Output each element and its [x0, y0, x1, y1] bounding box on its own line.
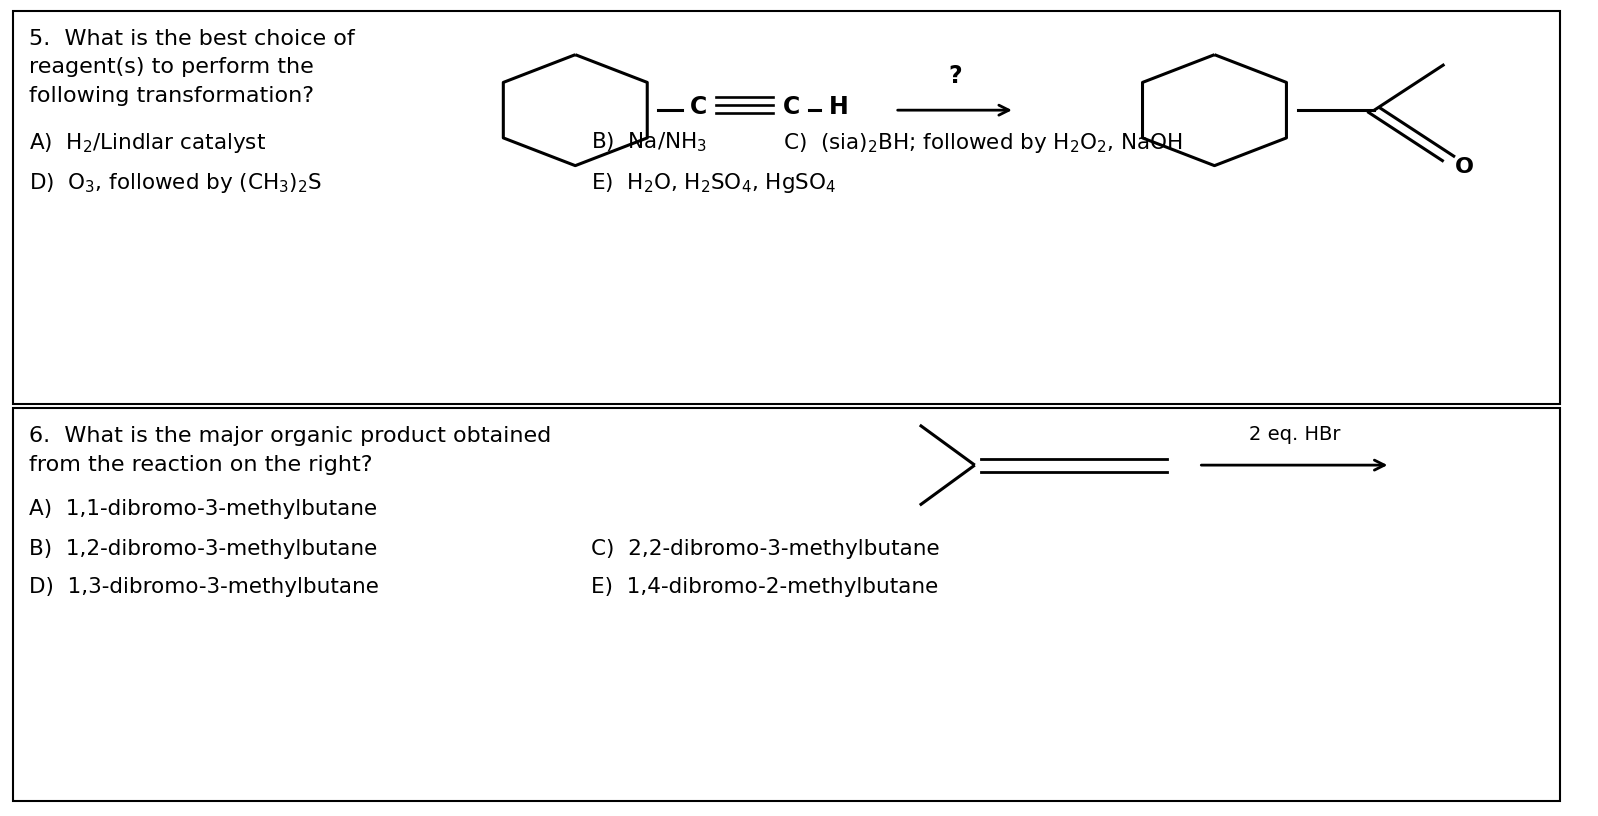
Text: 2 eq. HBr: 2 eq. HBr — [1248, 424, 1341, 444]
Text: B)  1,2-dibromo-3-methylbutane: B) 1,2-dibromo-3-methylbutane — [29, 539, 377, 559]
Text: 5.  What is the best choice of: 5. What is the best choice of — [29, 29, 355, 49]
Text: E)  $\mathregular{H_2}$O, $\mathregular{H_2SO_4}$, $\mathregular{HgSO_4}$: E) $\mathregular{H_2}$O, $\mathregular{H… — [591, 171, 836, 195]
Text: D)  1,3-dibromo-3-methylbutane: D) 1,3-dibromo-3-methylbutane — [29, 577, 379, 597]
Text: E)  1,4-dibromo-2-methylbutane: E) 1,4-dibromo-2-methylbutane — [591, 577, 938, 597]
Text: B)  Na/$\mathregular{NH_3}$: B) Na/$\mathregular{NH_3}$ — [591, 131, 708, 154]
Text: D)  $\mathregular{O_3}$, followed by ($\mathregular{CH_3}$)$\mathregular{_2}$S: D) $\mathregular{O_3}$, followed by ($\m… — [29, 171, 321, 195]
Text: A)  1,1-dibromo-3-methylbutane: A) 1,1-dibromo-3-methylbutane — [29, 499, 377, 520]
Text: C)  (sia)$\mathregular{_2}$BH; followed by $\mathregular{H_2O_2}$, NaOH: C) (sia)$\mathregular{_2}$BH; followed b… — [783, 131, 1183, 154]
Text: C)  2,2-dibromo-3-methylbutane: C) 2,2-dibromo-3-methylbutane — [591, 539, 940, 559]
Bar — [13, 408, 1560, 801]
Text: ?: ? — [948, 64, 962, 88]
Bar — [13, 11, 1560, 404]
Text: from the reaction on the right?: from the reaction on the right? — [29, 455, 372, 475]
Text: following transformation?: following transformation? — [29, 86, 313, 106]
Text: C: C — [783, 95, 799, 119]
Text: A)  $\mathregular{H_2}$/Lindlar catalyst: A) $\mathregular{H_2}$/Lindlar catalyst — [29, 131, 265, 154]
Text: 6.  What is the major organic product obtained: 6. What is the major organic product obt… — [29, 426, 551, 446]
Text: reagent(s) to perform the: reagent(s) to perform the — [29, 57, 313, 78]
Text: O: O — [1454, 157, 1473, 176]
Text: C: C — [690, 95, 706, 119]
Text: H: H — [829, 95, 849, 119]
